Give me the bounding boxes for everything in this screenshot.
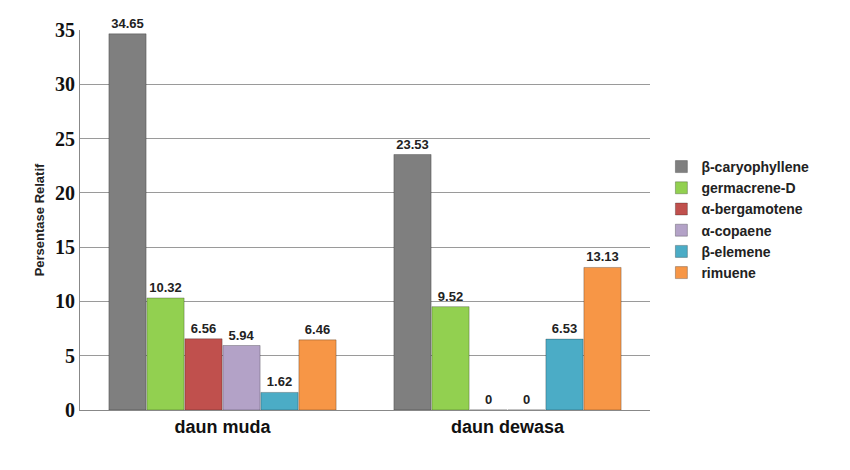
svg-text:daun dewasa: daun dewasa [451,417,565,437]
svg-text:β-elemene: β-elemene [701,244,770,260]
svg-text:9.52: 9.52 [438,289,463,304]
svg-text:0: 0 [65,399,75,421]
svg-text:rimuene: rimuene [701,265,756,281]
svg-text:α-copaene: α-copaene [701,223,771,239]
svg-text:6.46: 6.46 [305,322,330,337]
svg-text:α-bergamotene: α-bergamotene [701,201,802,217]
svg-text:β-caryophyllene: β-caryophyllene [701,159,809,175]
svg-text:0: 0 [523,392,530,407]
svg-text:0: 0 [485,392,492,407]
svg-text:15: 15 [55,236,75,258]
svg-text:5.94: 5.94 [228,328,254,343]
svg-text:Persentase Relatif: Persentase Relatif [32,163,47,276]
svg-text:13.13: 13.13 [586,249,619,264]
svg-text:6.56: 6.56 [191,321,216,336]
svg-text:20: 20 [55,182,75,204]
svg-text:daun muda: daun muda [174,417,271,437]
svg-text:5: 5 [65,345,75,367]
svg-text:30: 30 [55,73,75,95]
svg-text:1.62: 1.62 [267,374,292,389]
svg-text:23.53: 23.53 [396,137,429,152]
svg-text:germacrene-D: germacrene-D [701,180,795,196]
svg-text:10.32: 10.32 [149,280,182,295]
svg-text:35: 35 [55,19,75,41]
svg-text:34.65: 34.65 [111,16,144,31]
svg-text:25: 25 [55,128,75,150]
svg-text:6.53: 6.53 [552,321,577,336]
svg-text:10: 10 [55,290,75,312]
